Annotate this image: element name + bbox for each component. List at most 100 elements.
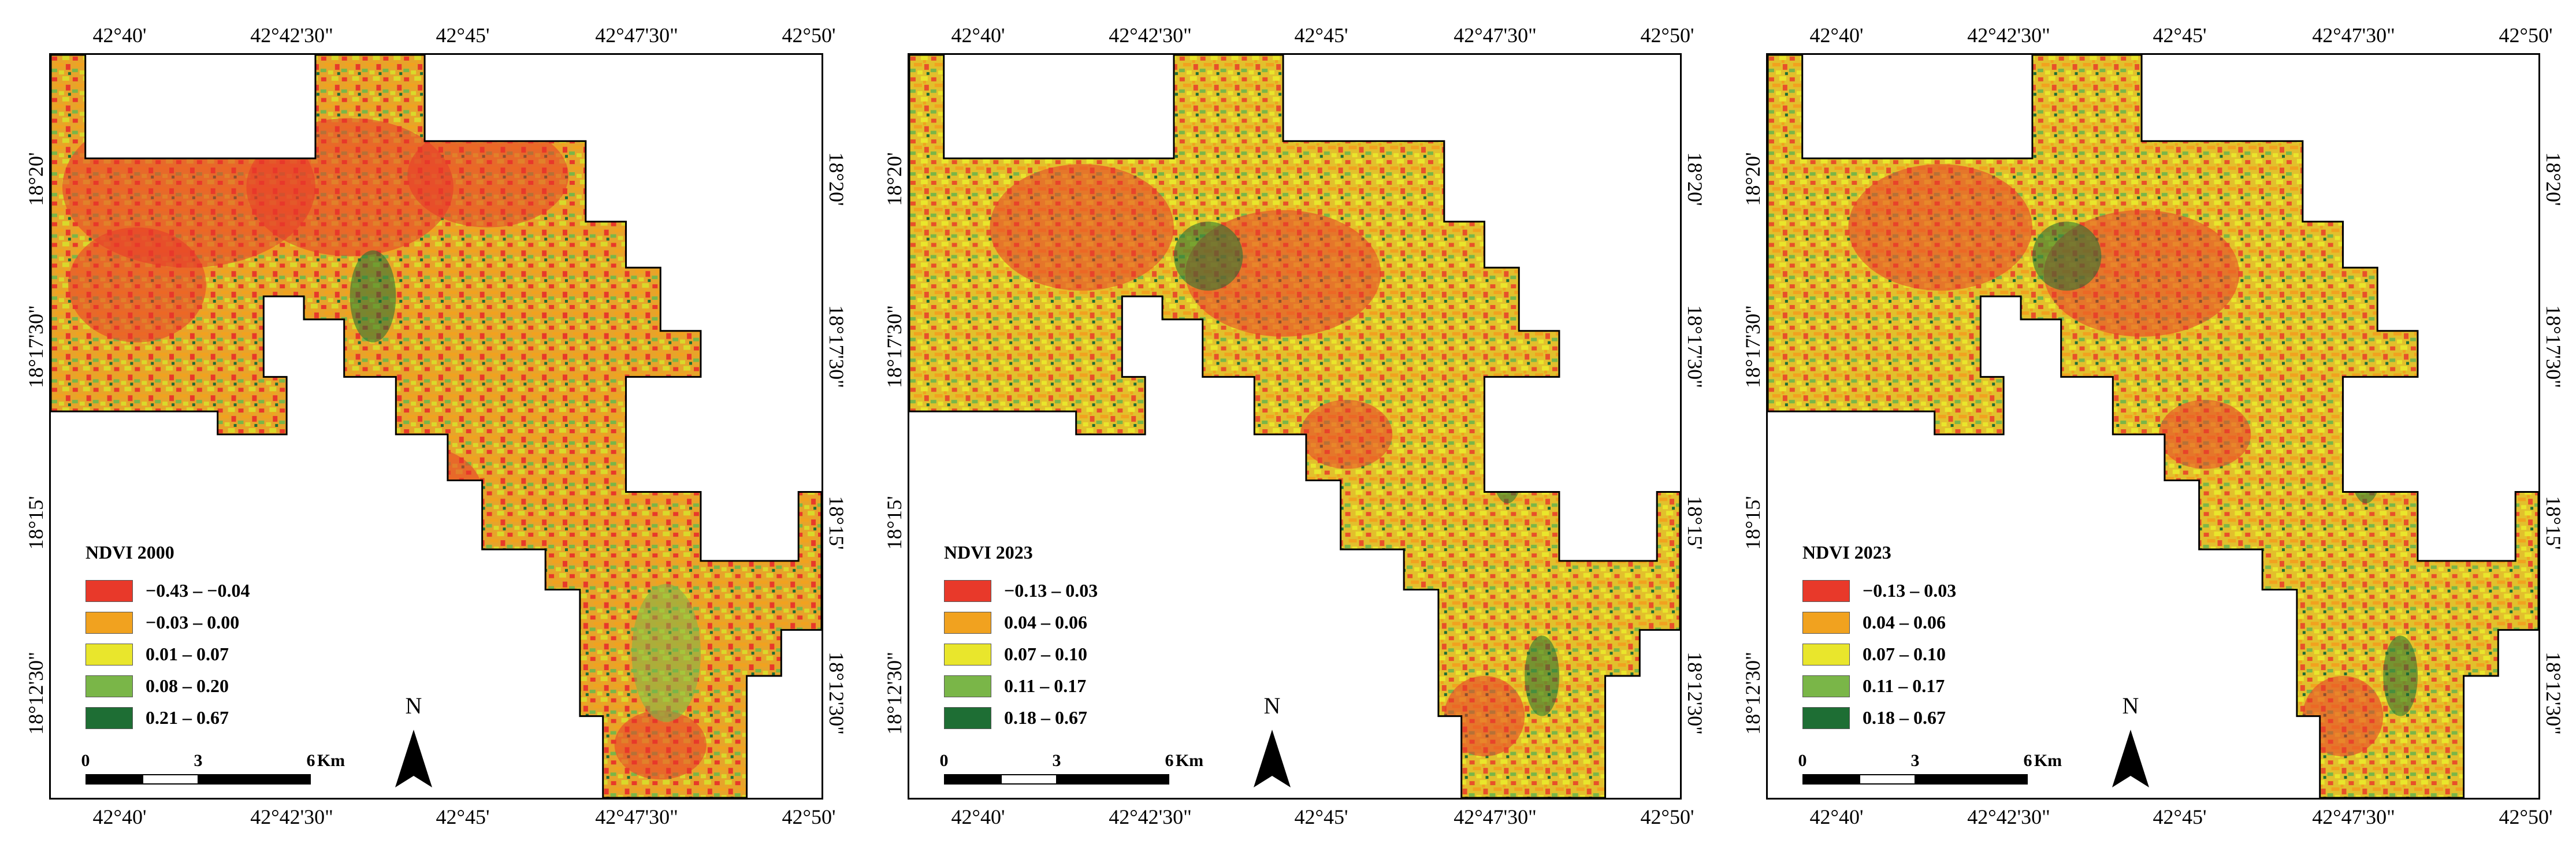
scale-segment (1802, 774, 1860, 785)
legend-item: 0.11 – 0.17 (944, 670, 1098, 702)
latitude-tick-right: 18°12'30" (2542, 652, 2565, 735)
latitude-tick-right: 18°17'30" (2542, 305, 2565, 388)
longitude-tick-bottom: 42°40' (1809, 805, 1864, 828)
longitude-tick-top: 42°50' (782, 24, 836, 47)
legend-item: 0.08 – 0.20 (86, 670, 250, 702)
latitude-tick-right: 18°12'30" (825, 652, 848, 735)
scale-label: 0 (939, 751, 949, 770)
latitude-tick-right: 18°20' (1683, 152, 1707, 206)
longitude-tick-top: 42°42'30" (1967, 24, 2050, 47)
scale-segment (142, 774, 199, 785)
latitude-tick-left: 18°12'30" (1741, 652, 1764, 735)
north-label: N (405, 693, 422, 719)
legend-label: 0.18 – 0.67 (1863, 707, 1946, 728)
legend-item: −0.43 – −0.04 (86, 575, 250, 607)
legend-item: −0.13 – 0.03 (1802, 575, 1956, 607)
map-legend: NDVI 2023 −0.13 – 0.03 0.04 – 0.06 0.07 … (1802, 542, 1956, 734)
legend-swatch (86, 707, 133, 729)
latitude-tick-left: 18°15' (883, 496, 906, 550)
latitude-tick-left: 18°12'30" (24, 652, 47, 735)
scale-bar: 0 3 6 Km (940, 751, 1203, 791)
longitude-tick-top: 42°42'30" (1109, 24, 1192, 47)
longitude-tick-bottom: 42°50' (782, 805, 836, 828)
scale-label: 3 (1910, 751, 1920, 770)
scale-segment (944, 774, 1002, 785)
map-frame (1766, 53, 2540, 800)
latitude-tick-right: 18°20' (2542, 152, 2565, 206)
legend-item: 0.01 – 0.07 (86, 638, 250, 670)
longitude-tick-bottom: 42°50' (1640, 805, 1694, 828)
legend-item: 0.18 – 0.67 (1802, 702, 1956, 734)
longitude-tick-top: 42°45' (1294, 24, 1348, 47)
legend-label: 0.18 – 0.67 (1004, 707, 1087, 728)
longitude-tick-bottom: 42°45' (2153, 805, 2207, 828)
longitude-tick-bottom: 42°47'30" (2312, 805, 2395, 828)
legend-label: 0.07 – 0.10 (1863, 644, 1946, 664)
longitude-tick-top: 42°45' (436, 24, 490, 47)
legend-swatch (1802, 579, 1850, 602)
legend-swatch (1802, 707, 1850, 729)
legend-swatch (944, 707, 991, 729)
north-label: N (2122, 693, 2139, 719)
scale-segment (198, 774, 311, 785)
north-arrow: N (391, 692, 437, 790)
legend-swatch (86, 579, 133, 602)
legend-swatch (944, 675, 991, 697)
legend-label: 0.04 – 0.06 (1004, 612, 1087, 633)
legend-label: −0.13 – 0.03 (1004, 580, 1098, 601)
legend-swatch (86, 675, 133, 697)
legend-label: 0.04 – 0.06 (1863, 612, 1946, 633)
north-label: N (1263, 693, 1281, 719)
legend-label: 0.01 – 0.07 (146, 644, 229, 664)
scale-segment (1915, 774, 2028, 785)
latitude-tick-left: 18°15' (24, 496, 47, 550)
scale-label: 6 (1165, 751, 1174, 770)
legend-item: 0.04 – 0.06 (1802, 607, 1956, 638)
legend-item: 0.04 – 0.06 (944, 607, 1098, 638)
legend-label: −0.03 – 0.00 (146, 612, 240, 633)
legend-swatch (1802, 611, 1850, 634)
longitude-tick-bottom: 42°45' (1294, 805, 1348, 828)
legend-item: 0.11 – 0.17 (1802, 670, 1956, 702)
map-panel-2: 42°40' 42°42'30" 42°45' 42°47'30" 42°50'… (858, 0, 1717, 855)
longitude-tick-top: 42°47'30" (595, 24, 678, 47)
legend-label: −0.13 – 0.03 (1863, 580, 1957, 601)
north-arrow-icon (2112, 730, 2149, 787)
scale-unit: Km (317, 751, 345, 770)
longitude-tick-bottom: 42°47'30" (595, 805, 678, 828)
legend-label: 0.08 – 0.20 (146, 675, 229, 696)
map-panel-3: 42°40' 42°42'30" 42°45' 42°47'30" 42°50'… (1717, 0, 2575, 855)
ndvi-raster-map (909, 55, 1680, 798)
scale-segment (86, 774, 143, 785)
longitude-tick-top: 42°40' (92, 24, 147, 47)
longitude-tick-bottom: 42°50' (2499, 805, 2553, 828)
map-frame (908, 53, 1682, 800)
latitude-tick-right: 18°15' (2542, 496, 2565, 550)
scale-segment (1859, 774, 1916, 785)
scale-label: 6 (2023, 751, 2032, 770)
latitude-tick-right: 18°12'30" (1683, 652, 1707, 735)
legend-item: 0.07 – 0.10 (1802, 638, 1956, 670)
longitude-tick-top: 42°50' (1640, 24, 1694, 47)
latitude-tick-left: 18°20' (1741, 152, 1764, 206)
legend-item: −0.03 – 0.00 (86, 607, 250, 638)
latitude-tick-left: 18°15' (1741, 496, 1764, 550)
legend-item: 0.07 – 0.10 (944, 638, 1098, 670)
north-arrow: N (2107, 692, 2154, 790)
legend-swatch (944, 643, 991, 666)
ndvi-raster-map (51, 55, 822, 798)
longitude-tick-top: 42°47'30" (2312, 24, 2395, 47)
map-legend: NDVI 2023 −0.13 – 0.03 0.04 – 0.06 0.07 … (944, 542, 1098, 734)
map-legend: NDVI 2000 −0.43 – −0.04 −0.03 – 0.00 0.0… (86, 542, 250, 734)
legend-title: NDVI 2023 (1802, 542, 1891, 563)
longitude-tick-bottom: 42°42'30" (1109, 805, 1192, 828)
longitude-tick-top: 42°50' (2499, 24, 2553, 47)
longitude-tick-bottom: 42°45' (436, 805, 490, 828)
legend-label: 0.11 – 0.17 (1004, 675, 1087, 696)
scale-label: 3 (194, 751, 203, 770)
north-arrow-icon (1254, 730, 1291, 787)
legend-item: 0.18 – 0.67 (944, 702, 1098, 734)
longitude-tick-top: 42°40' (1809, 24, 1864, 47)
map-panel-1: 42°40' 42°42'30" 42°45' 42°47'30" 42°50'… (0, 0, 858, 855)
legend-label: 0.11 – 0.17 (1863, 675, 1945, 696)
